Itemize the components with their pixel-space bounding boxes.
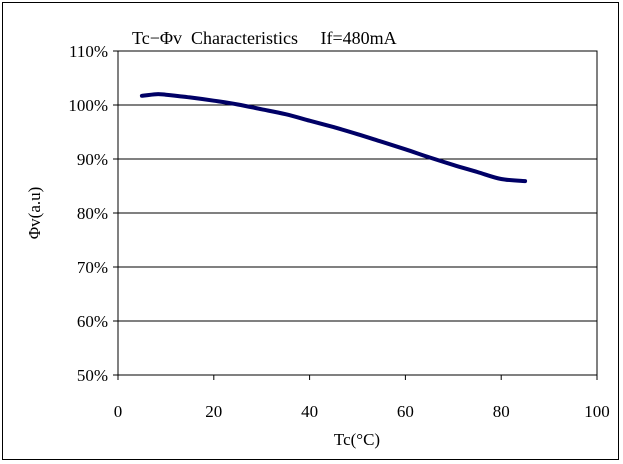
axis-ticks [113,50,598,380]
x-tick-label: 40 [301,402,318,421]
x-tick-label: 100 [584,402,610,421]
x-axis-title: Tc(°C) [334,430,380,449]
y-tick-label: 70% [77,258,108,277]
x-tick-label: 20 [205,402,222,421]
tick-labels: 50% 60% 70% 80% 90% 100% 110% 0 20 40 60 80 100 [68,42,609,421]
y-tick-label: 50% [77,366,108,385]
grid-lines [118,104,597,322]
y-tick-label: 90% [77,150,108,169]
y-axis-title: Φv(a.u) [25,187,44,240]
x-tick-label: 80 [493,402,510,421]
y-tick-label: 60% [77,312,108,331]
x-tick-label: 0 [114,402,123,421]
x-tick-label: 60 [397,402,414,421]
y-tick-label: 100% [68,96,108,115]
series-layer [139,92,528,184]
series-line [139,92,528,184]
y-tick-label: 80% [77,204,108,223]
chart-title: Tc−Φv Characteristics If=480mA [132,28,397,48]
y-tick-label: 110% [69,42,108,61]
chart-frame [2,2,619,460]
